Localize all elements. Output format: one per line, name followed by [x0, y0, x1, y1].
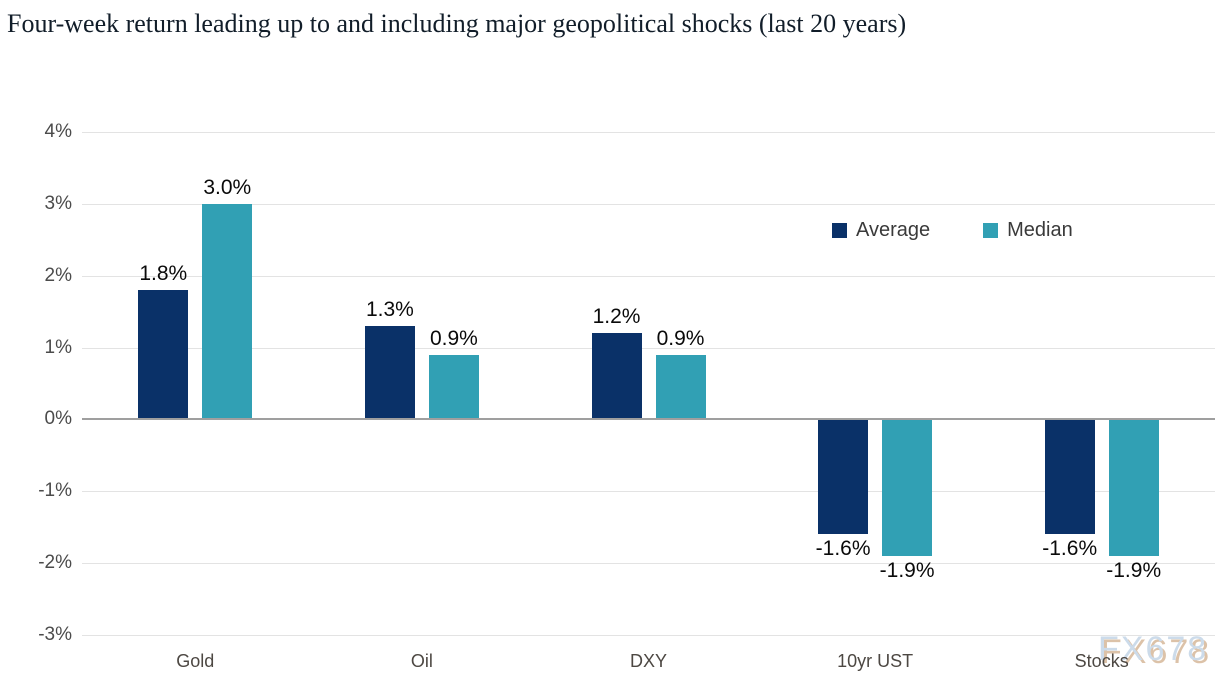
x-axis-category-label: Gold: [176, 651, 215, 671]
bar-median-dxy: [655, 354, 706, 420]
bar-value-label: -1.6%: [815, 537, 871, 561]
bar-value-label: -1.9%: [879, 558, 935, 582]
y-axis-tick-label: 2%: [44, 264, 72, 286]
x-axis-category-label: 10yr UST: [837, 651, 914, 671]
gridline: [82, 347, 1215, 349]
y-axis-tick-label: 0%: [44, 408, 72, 430]
y-axis-tick-label: -2%: [38, 552, 72, 574]
bar-average-dxy: [591, 333, 642, 420]
legend-item-median: Median: [983, 219, 1073, 242]
legend-item-average: Average: [832, 219, 930, 242]
y-axis-tick-label: 1%: [44, 336, 72, 358]
median-swatch-icon: [983, 223, 999, 238]
gridline: [82, 491, 1215, 493]
gridline: [82, 132, 1215, 133]
bar-value-label: 0.9%: [429, 326, 478, 350]
y-axis-tick-label: 4%: [44, 121, 72, 142]
bar-value-label: 0.9%: [656, 326, 705, 350]
bar-average-gold: [138, 290, 189, 420]
gridline: [82, 275, 1215, 277]
bar-median-oil: [428, 354, 479, 420]
y-axis-tick-label: -1%: [38, 480, 72, 502]
legend-label-median: Median: [1007, 219, 1073, 241]
x-axis-category-label: DXY: [629, 651, 668, 671]
bar-value-label: 1.3%: [365, 298, 414, 321]
legend-label-average: Average: [856, 219, 931, 241]
legend: Average Median: [832, 219, 1073, 242]
average-swatch-icon: [832, 223, 847, 238]
gridline: [82, 635, 1215, 636]
chart-title: Four-week return leading up to and inclu…: [7, 9, 907, 38]
bar-median-10yr-ust: [882, 419, 933, 556]
bar-average-stocks: [1044, 419, 1095, 535]
y-axis-tick-label: 3%: [44, 192, 72, 214]
x-axis-category-label: Oil: [410, 651, 433, 671]
bar-median-stocks: [1108, 419, 1159, 556]
bar-value-label: 1.2%: [592, 305, 641, 329]
watermark: FX678: [1098, 630, 1209, 668]
bar-median-gold: [202, 203, 253, 420]
bar-value-label: 1.8%: [139, 262, 188, 286]
bar-value-label: -1.9%: [1106, 558, 1162, 582]
gridline: [82, 203, 1215, 205]
x-axis-category-label: Stocks: [1074, 651, 1129, 671]
bar-average-10yr-ust: [818, 419, 869, 535]
y-axis-tick-label: -3%: [38, 624, 72, 645]
plot-area: 4% 3% 2% 1% 0% -1% -2% -3% 1.8% 3.0% Gold 1.3% 0.9% O…: [38, 121, 1215, 671]
gridline: [82, 563, 1215, 565]
bar-average-oil: [364, 326, 415, 420]
zero-line: [82, 418, 1215, 421]
bar-value-label: 3.0%: [203, 175, 252, 199]
bar-value-label: -1.6%: [1042, 537, 1098, 561]
